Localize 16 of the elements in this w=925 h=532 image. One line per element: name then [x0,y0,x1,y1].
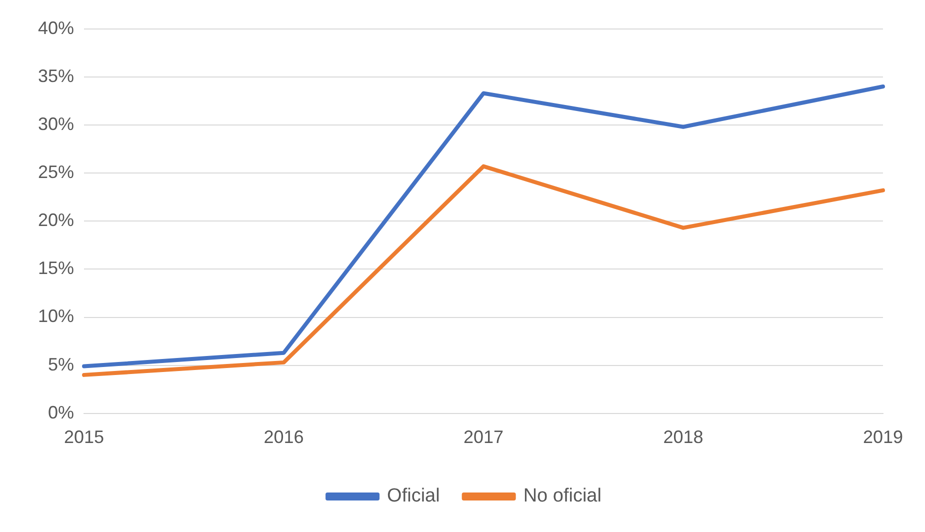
x-tick-label: 2018 [663,427,704,448]
y-tick-label: 5% [48,354,74,374]
x-tick-label: 2017 [463,427,504,448]
y-tick-label: 35% [38,66,74,86]
y-tick-label: 25% [38,162,74,182]
y-tick-label: 40% [38,18,74,38]
legend-label: No oficial [523,486,602,507]
y-tick-label: 10% [38,306,74,326]
legend-label: Oficial [387,486,440,507]
x-tick-label: 2016 [264,427,304,448]
y-tick-label: 0% [48,402,74,422]
x-tick-label: 2019 [862,427,903,448]
y-tick-label: 15% [38,258,74,278]
y-tick-label: 30% [38,114,74,134]
x-tick-label: 2015 [64,427,104,448]
y-tick-label: 20% [38,210,74,230]
